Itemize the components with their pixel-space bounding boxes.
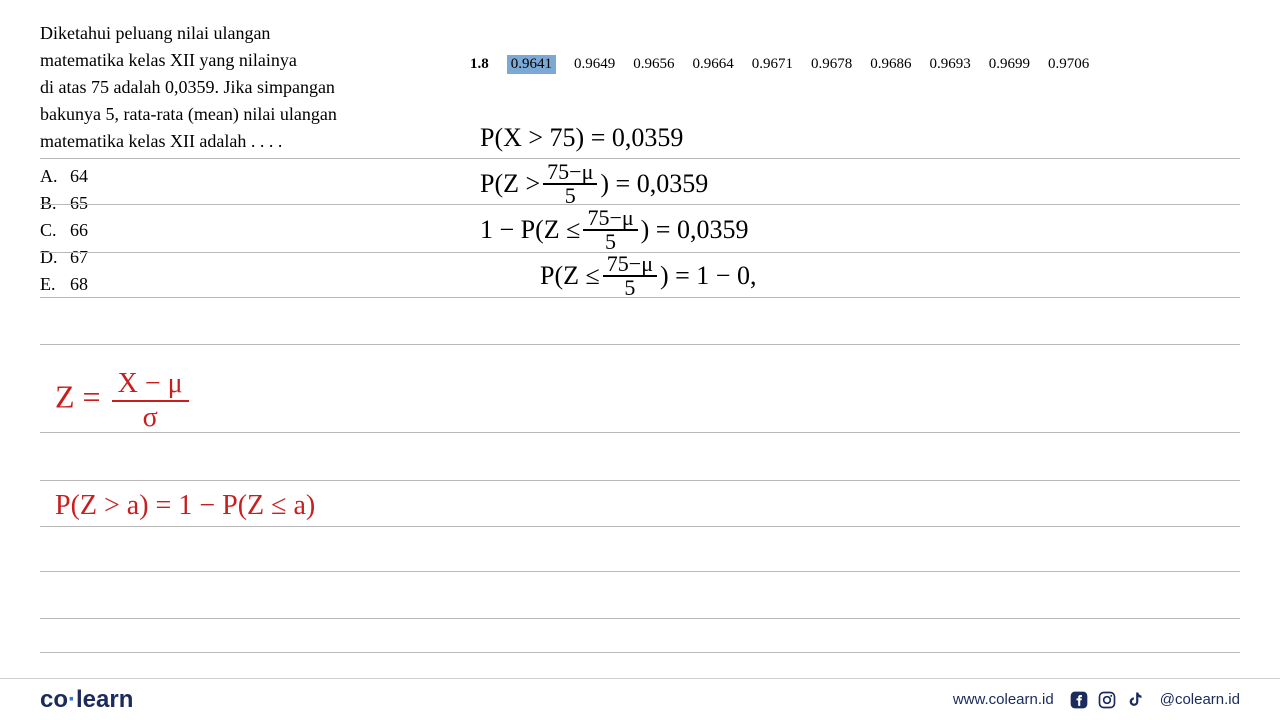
question-line-2: matematika kelas XII yang nilainya <box>40 47 440 74</box>
footer-url: www.colearn.id <box>953 691 1054 708</box>
question-line-1: Diketahui peluang nilai ulangan <box>40 20 440 47</box>
ruled-line <box>40 480 1240 481</box>
z-value: 0.9706 <box>1048 56 1089 73</box>
ruled-line <box>40 571 1240 572</box>
option-e: E.68 <box>40 271 440 298</box>
ruled-line <box>40 526 1240 527</box>
z-value: 0.9686 <box>870 56 911 73</box>
ruled-line <box>40 344 1240 345</box>
probability-complement-formula: P(Z > a) = 1 − P(Z ≤ a) <box>55 490 315 522</box>
answer-options: A.64 B.65 C.66 D.67 E.68 <box>40 163 440 298</box>
z-value: 0.9656 <box>633 56 674 73</box>
ruled-line <box>40 432 1240 433</box>
option-a: A.64 <box>40 163 440 190</box>
question-block: Diketahui peluang nilai ulangan matemati… <box>40 20 440 298</box>
z-value: 0.9649 <box>574 56 615 73</box>
z-value: 0.9671 <box>752 56 793 73</box>
ruled-line <box>40 652 1240 653</box>
option-c: C.66 <box>40 217 440 244</box>
handwriting-work: P(X > 75) = 0,0359 P(Z > 75−μ5 ) = 0,035… <box>480 115 756 299</box>
z-highlighted-value: 0.9641 <box>507 55 556 74</box>
hw-line-4: P(Z ≤ 75−μ5 ) = 1 − 0, <box>540 253 756 299</box>
z-value: 0.9678 <box>811 56 852 73</box>
question-line-3: di atas 75 adalah 0,0359. Jika simpangan <box>40 74 440 101</box>
z-score-formula: Z = X − μ σ <box>55 370 192 432</box>
hw-line-3: 1 − P(Z ≤ 75−μ5 ) = 0,0359 <box>480 207 756 253</box>
question-text: Diketahui peluang nilai ulangan matemati… <box>40 20 440 155</box>
z-value: 0.9664 <box>693 56 734 73</box>
footer: co·learn www.colearn.id @colearn.id <box>0 678 1280 720</box>
tiktok-icon <box>1125 690 1145 710</box>
ruled-line <box>40 618 1240 619</box>
z-value: 0.9693 <box>930 56 971 73</box>
z-value: 0.9699 <box>989 56 1030 73</box>
z-row-header: 1.8 <box>470 56 489 73</box>
colearn-logo: co·learn <box>40 686 133 714</box>
option-d: D.67 <box>40 244 440 271</box>
facebook-icon <box>1069 690 1089 710</box>
z-table-row: 1.8 0.9641 0.9649 0.9656 0.9664 0.9671 0… <box>470 55 1089 74</box>
footer-right: www.colearn.id @colearn.id <box>953 690 1240 710</box>
footer-handle: @colearn.id <box>1160 691 1240 708</box>
hw-line-1: P(X > 75) = 0,0359 <box>480 115 756 161</box>
question-line-5: matematika kelas XII adalah . . . . <box>40 128 440 155</box>
question-line-4: bakunya 5, rata-rata (mean) nilai ulanga… <box>40 101 440 128</box>
instagram-icon <box>1097 690 1117 710</box>
hw-line-2: P(Z > 75−μ5 ) = 0,0359 <box>480 161 756 207</box>
